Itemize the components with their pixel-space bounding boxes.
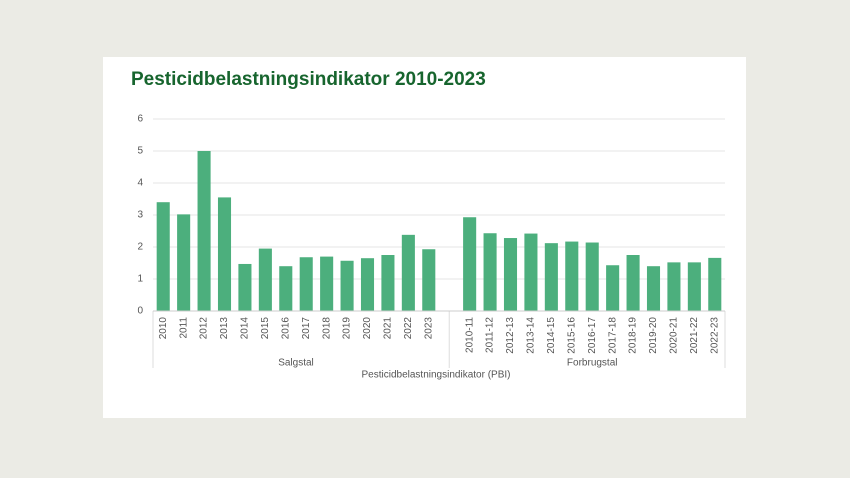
bar — [238, 263, 252, 311]
x-tick-label: 2013-14 — [526, 317, 537, 354]
x-tick-label: 2018-19 — [628, 317, 639, 354]
x-tick-label: 2016 — [280, 317, 291, 340]
bar — [585, 242, 599, 311]
x-tick-label: 2015-16 — [566, 317, 577, 354]
x-tick-label: 2020-21 — [669, 317, 680, 354]
y-tick-label: 0 — [137, 306, 143, 317]
bar — [360, 258, 375, 311]
bar — [524, 233, 538, 311]
bar — [503, 238, 518, 311]
x-axis-title: Pesticidbelastningsindikator (PBI) — [362, 370, 511, 381]
bar — [606, 265, 620, 311]
bar — [708, 257, 722, 311]
x-tick-label: 2022 — [403, 317, 414, 340]
x-tick-label: 2017 — [301, 317, 312, 340]
bar — [299, 257, 313, 311]
bar — [381, 255, 395, 311]
x-tick-label: 2021-22 — [689, 317, 700, 354]
bar — [422, 249, 436, 311]
y-tick-label: 2 — [137, 242, 143, 253]
x-tick-label: 2015 — [260, 317, 271, 340]
group-label: Forbrugstal — [567, 358, 618, 369]
x-tick-label: 2013 — [219, 317, 230, 340]
bar — [544, 243, 558, 311]
x-tick-label: 2021 — [383, 317, 394, 340]
y-tick-label: 6 — [137, 114, 143, 125]
x-tick-label: 2010-11 — [464, 317, 475, 353]
bar — [258, 248, 272, 311]
x-tick-label: 2017-18 — [607, 317, 618, 354]
bar — [197, 151, 211, 311]
x-tick-label: 2016-17 — [587, 317, 598, 354]
x-tick-label: 2012-13 — [505, 317, 516, 354]
bar — [687, 262, 701, 311]
bar — [565, 241, 579, 311]
bar — [463, 217, 477, 311]
x-tick-label: 2012 — [199, 317, 210, 340]
bar — [646, 266, 661, 311]
bar — [279, 266, 293, 311]
y-tick-label: 5 — [137, 146, 143, 157]
bar — [626, 255, 640, 311]
bar — [340, 260, 354, 311]
bar — [483, 233, 497, 311]
chart-title: Pesticidbelastningsindikator 2010-2023 — [131, 69, 486, 90]
x-tick-label: 2023 — [423, 317, 434, 340]
x-tick-label: 2020 — [362, 317, 373, 340]
bar — [177, 214, 191, 311]
group-label: Salgstal — [278, 358, 314, 369]
x-tick-label: 2011-12 — [485, 317, 496, 353]
x-tick-label: 2019-20 — [648, 317, 659, 354]
bar — [156, 202, 170, 311]
x-tick-label: 2019 — [342, 317, 353, 340]
x-tick-label: 2010 — [158, 317, 169, 340]
bar — [667, 262, 681, 311]
x-tick-label: 2014-15 — [546, 317, 557, 354]
bar — [401, 234, 415, 311]
x-tick-label: 2018 — [321, 317, 332, 340]
x-tick-label: 2022-23 — [709, 317, 720, 354]
x-tick-label: 2011 — [178, 317, 189, 339]
bar — [217, 197, 232, 311]
bar — [320, 256, 334, 311]
y-tick-label: 4 — [137, 178, 143, 189]
y-tick-label: 1 — [137, 274, 143, 285]
y-tick-label: 3 — [137, 210, 143, 221]
x-tick-label: 2014 — [240, 317, 251, 340]
